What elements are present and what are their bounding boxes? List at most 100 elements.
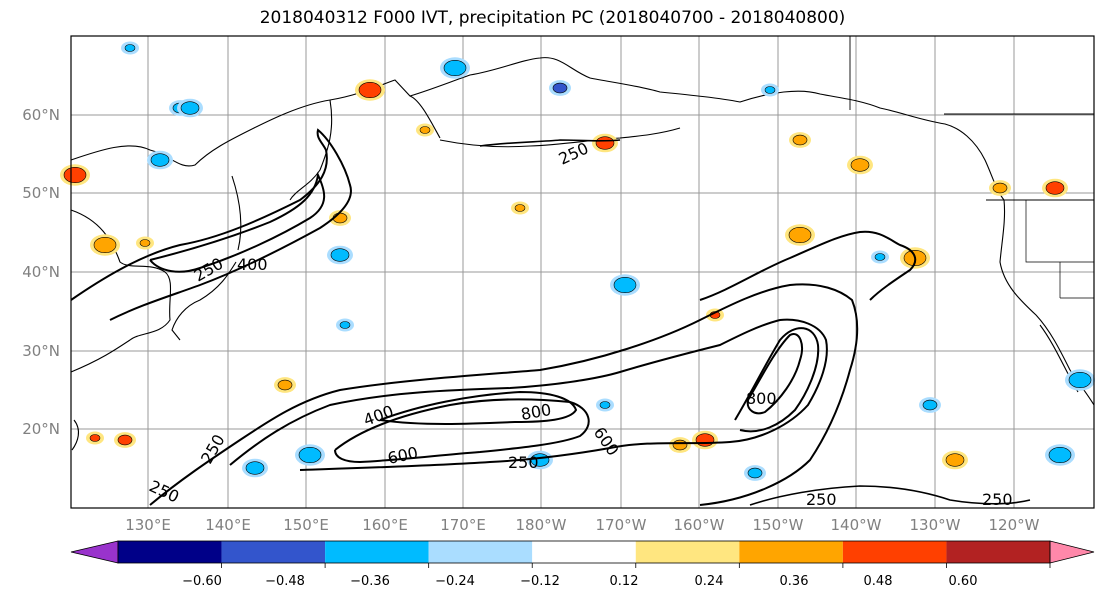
lon-label: 140°W: [831, 516, 882, 534]
precip-blob: [514, 204, 526, 212]
ivt-contour-aleutian: [479, 139, 621, 147]
precip-blob: [277, 379, 293, 391]
precip-blob: [443, 59, 467, 76]
precip-blob: [850, 158, 870, 172]
gridlines: [71, 36, 1094, 508]
map-frame: [70, 35, 1095, 509]
precip-blob: [788, 227, 812, 244]
precipitation-pc-fill: [60, 41, 1095, 481]
coast-korea-china: [70, 209, 172, 373]
contour-label: 250: [508, 453, 539, 472]
colorbar-label: −0.36: [350, 574, 390, 589]
colorbar-label: 0.12: [610, 574, 639, 589]
precip-blob: [747, 467, 763, 479]
lat-label: 60°N: [22, 106, 60, 124]
colorbar-segment: [428, 541, 533, 563]
precip-blob: [595, 136, 615, 150]
precip-blob: [330, 248, 350, 262]
contour-label: 250: [806, 490, 837, 509]
longitude-labels: 130°E 140°E 150°E 160°E 170°E 180°W 170°…: [125, 516, 1039, 534]
lon-label: 150°E: [283, 516, 329, 534]
precip-blob: [874, 253, 886, 261]
colorbar-label: −0.12: [520, 574, 560, 589]
lat-label: 50°N: [22, 184, 60, 202]
colorbar-ticks: [221, 563, 1051, 568]
precip-blob: [922, 399, 938, 411]
precip-blob: [93, 237, 117, 254]
precip-blob: [358, 82, 382, 99]
ivt-contour-sub-600: [334, 398, 590, 464]
ivt-contour-sub-800: [379, 390, 578, 425]
ivt-contour-north-inner: [149, 171, 326, 273]
precip-blob: [992, 182, 1008, 194]
colorbar-segment: [842, 541, 947, 563]
ivt-contour-north-outer: [70, 128, 352, 321]
colorbar-label: −0.48: [265, 574, 305, 589]
lon-label: 140°E: [205, 516, 251, 534]
colorbar-segment: [739, 541, 843, 563]
ivt-contour-sub-mid: [229, 318, 828, 471]
lon-label: 130°E: [125, 516, 171, 534]
colorbar-label: 0.60: [949, 574, 978, 589]
lat-label: 30°N: [22, 342, 60, 360]
lon-label: 160°W: [674, 516, 725, 534]
lon-label: 170°E: [440, 516, 486, 534]
precip-blob: [764, 86, 776, 94]
ivt-contour-east-800: [746, 333, 803, 415]
colorbar-segments: [70, 540, 1095, 564]
precip-blob: [298, 446, 322, 463]
lon-label: 170°W: [596, 516, 647, 534]
precip-blob: [552, 82, 568, 94]
precip-blob: [89, 434, 101, 442]
map-title: 2018040312 F000 IVT, precipitation PC (2…: [259, 8, 846, 28]
border-states: [1025, 200, 1094, 299]
precip-blob: [1048, 446, 1072, 463]
colorbar-segment: [118, 541, 222, 563]
colorbar-segment: [635, 541, 740, 563]
colorbar-label: 0.36: [780, 574, 809, 589]
colorbar-segment: [221, 541, 326, 563]
precip-blob: [419, 126, 431, 134]
colorbar-segment: [1049, 540, 1095, 564]
precip-blob: [672, 439, 688, 451]
coast-taiwan: [71, 419, 80, 451]
precip-blob: [139, 239, 151, 247]
contour-label: 800: [746, 389, 777, 408]
lon-label: 160°E: [362, 516, 408, 534]
precip-blob: [695, 433, 715, 447]
ivt-contour-east-600: [734, 327, 820, 433]
lat-label: 20°N: [22, 420, 60, 438]
precip-blob: [245, 461, 265, 475]
precip-blob: [1068, 371, 1092, 388]
precip-blob: [117, 434, 133, 446]
ivt-contour-south-250: [749, 485, 1031, 506]
colorbar: −0.60 −0.48 −0.36 −0.24 −0.12 0.12 0.24 …: [70, 540, 1095, 589]
lon-label: 120°W: [989, 516, 1040, 534]
coast-alaska: [409, 57, 1005, 201]
lat-label: 40°N: [22, 263, 60, 281]
precip-blob: [599, 401, 611, 409]
precip-blob: [180, 101, 200, 115]
colorbar-label: 0.24: [695, 574, 724, 589]
colorbar-label: −0.60: [182, 574, 222, 589]
precip-blob: [1045, 181, 1065, 195]
colorbar-segment: [325, 541, 429, 563]
precip-blob: [63, 167, 87, 184]
coast-sakhalin: [231, 175, 242, 251]
precip-blob: [613, 276, 637, 293]
colorbar-segment: [946, 541, 1050, 563]
precip-blob: [124, 44, 136, 52]
latitude-labels: 60°N 50°N 40°N 30°N 20°N: [22, 106, 60, 438]
lon-label: 150°W: [753, 516, 804, 534]
map-area: 250 400 400 600 800 600 250 800 250 250 …: [60, 35, 1095, 509]
colorbar-label: 0.48: [864, 574, 893, 589]
colorbar-segment: [70, 540, 119, 564]
precip-blob: [150, 153, 170, 167]
ivt-contour-east-ne: [699, 230, 917, 301]
contour-label: 250: [982, 490, 1013, 509]
precip-blob: [792, 134, 808, 146]
lon-label: 180°W: [516, 516, 567, 534]
precip-blob: [339, 321, 351, 329]
contour-label: 400: [237, 255, 268, 274]
